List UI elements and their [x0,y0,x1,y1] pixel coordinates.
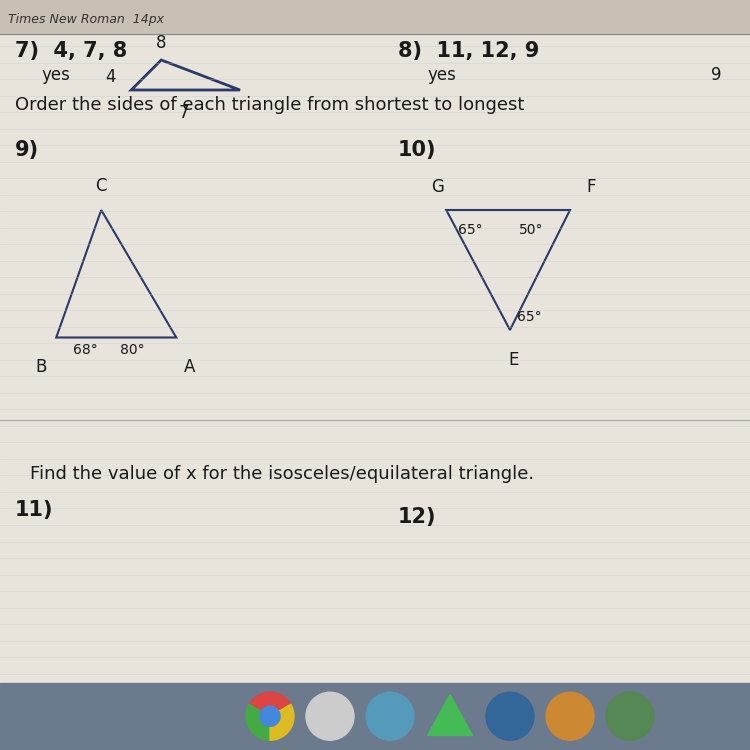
Text: yes: yes [427,66,456,84]
Polygon shape [246,704,270,740]
Text: 9): 9) [15,140,39,160]
Text: C: C [95,177,107,195]
Circle shape [260,706,280,726]
Text: 8)  11, 12, 9: 8) 11, 12, 9 [398,41,538,61]
Polygon shape [270,704,294,740]
Text: 7: 7 [178,104,189,122]
Text: 12): 12) [398,508,436,527]
Text: 10): 10) [398,140,436,160]
Text: 50°: 50° [519,224,544,238]
Bar [0,682,750,750]
Circle shape [546,692,594,740]
Text: Order the sides of each triangle from shortest to longest: Order the sides of each triangle from sh… [15,96,524,114]
Text: 8: 8 [156,34,166,53]
Text: B: B [35,358,47,376]
Text: Times New Roman  14px: Times New Roman 14px [8,13,164,26]
Text: 9: 9 [711,66,722,84]
Text: A: A [184,358,196,376]
Circle shape [486,692,534,740]
Text: Find the value of x for the isosceles/equilateral triangle.: Find the value of x for the isosceles/eq… [30,465,534,483]
Text: 7)  4, 7, 8: 7) 4, 7, 8 [15,41,128,61]
Text: 11): 11) [15,500,53,520]
Text: 68°: 68° [73,344,98,358]
Circle shape [306,692,354,740]
Polygon shape [249,692,291,716]
Circle shape [366,692,414,740]
Text: 65°: 65° [458,224,483,238]
Text: F: F [586,178,596,196]
Text: 65°: 65° [518,310,542,324]
Circle shape [606,692,654,740]
Text: G: G [430,178,444,196]
Polygon shape [427,694,472,736]
Bar [0,0,750,34]
Text: E: E [509,351,519,369]
Text: 80°: 80° [120,344,145,358]
Text: 4: 4 [106,68,116,86]
Text: yes: yes [41,66,70,84]
